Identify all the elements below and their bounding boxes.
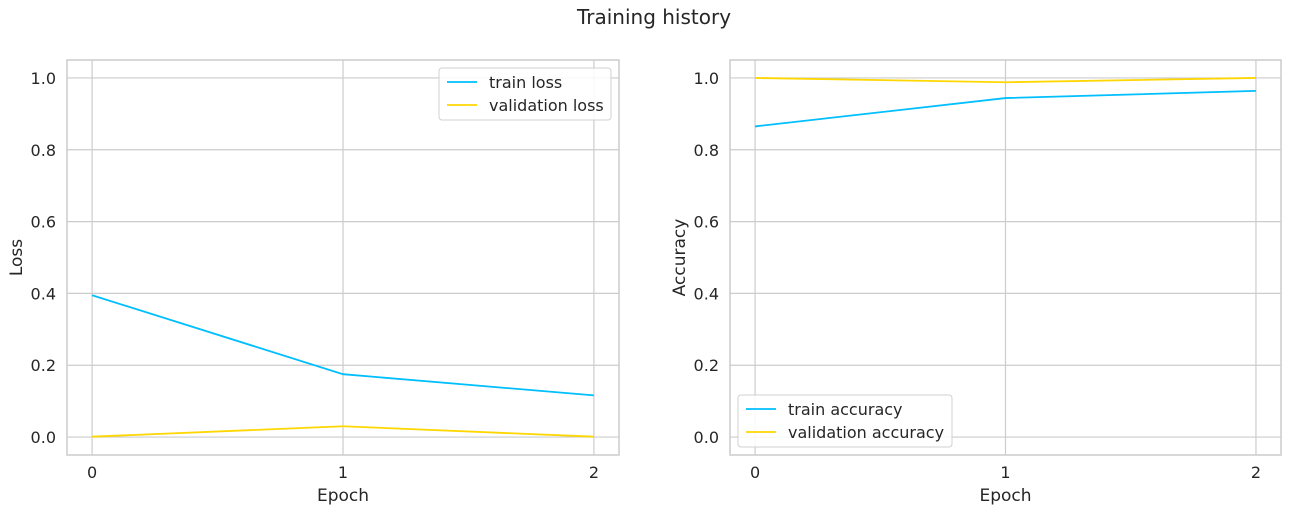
y-tick-label: 0.6 bbox=[694, 213, 719, 232]
series-line-train-loss bbox=[91, 294, 594, 397]
y-tick-label: 0.6 bbox=[31, 213, 56, 232]
y-tick-label: 0.4 bbox=[31, 284, 56, 303]
y-axis-label: Loss bbox=[7, 239, 27, 276]
x-tick-label: 0 bbox=[750, 463, 760, 482]
y-axis-label: Accuracy bbox=[670, 219, 690, 297]
legend-label: validation accuracy bbox=[788, 423, 944, 442]
legend-label: validation loss bbox=[489, 96, 604, 115]
legend-label: train loss bbox=[489, 73, 562, 92]
x-tick-label: 0 bbox=[87, 463, 97, 482]
legend-box bbox=[438, 67, 612, 121]
y-tick-label: 0.8 bbox=[694, 141, 719, 160]
legend-box bbox=[737, 394, 953, 448]
y-tick-label: 0.2 bbox=[694, 356, 719, 375]
subplot-1: 0.0 0.2 0.4 0.6 0.8 1.0 0 1 2 Epoch Loss train loss… bbox=[7, 59, 620, 506]
axes-frame bbox=[729, 59, 1282, 456]
x-tick-label: 2 bbox=[589, 463, 599, 482]
y-tick-label: 0.4 bbox=[694, 284, 719, 303]
y-tick-label: 0.8 bbox=[31, 141, 56, 160]
legend-label: train accuracy bbox=[788, 400, 903, 419]
series-line-train-accuracy bbox=[754, 89, 1256, 128]
y-tick-label: 1.0 bbox=[694, 69, 719, 88]
axes-frame bbox=[66, 59, 620, 456]
x-tick-label: 1 bbox=[338, 463, 348, 482]
figure-title: Training history bbox=[576, 5, 731, 29]
series-line-validation-loss bbox=[92, 425, 594, 438]
series-line-validation-accuracy bbox=[755, 77, 1256, 84]
x-axis-label: Epoch bbox=[979, 486, 1031, 506]
legend: train accuracy validation accuracy bbox=[737, 394, 953, 448]
subplot-2: 0.0 0.2 0.4 0.6 0.8 1.0 0 1 2 Epoch Accuracy train … bbox=[670, 59, 1282, 506]
x-tick-label: 2 bbox=[1251, 463, 1261, 482]
y-tick-label: 0.0 bbox=[31, 428, 56, 447]
x-tick-label: 1 bbox=[1000, 463, 1010, 482]
x-axis-label: Epoch bbox=[317, 486, 369, 506]
y-tick-label: 1.0 bbox=[31, 69, 56, 88]
legend: train loss validation loss bbox=[438, 67, 612, 121]
y-tick-label: 0.0 bbox=[694, 428, 719, 447]
y-tick-label: 0.2 bbox=[31, 356, 56, 375]
